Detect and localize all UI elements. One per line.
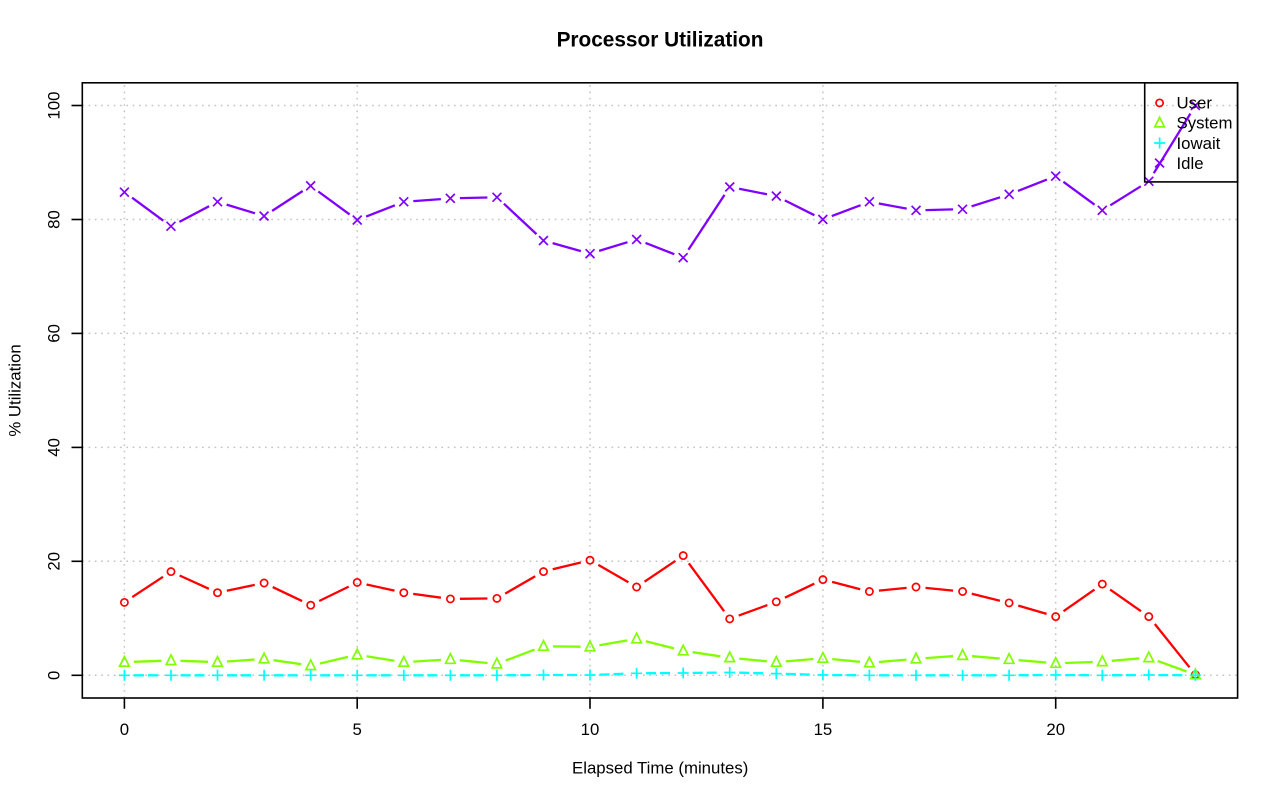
svg-text:% Utilization: % Utilization — [6, 344, 25, 436]
svg-text:5: 5 — [353, 720, 362, 739]
svg-text:0: 0 — [120, 720, 129, 739]
svg-text:0: 0 — [45, 671, 64, 680]
svg-text:15: 15 — [814, 720, 833, 739]
svg-text:20: 20 — [1046, 720, 1065, 739]
svg-text:User: User — [1177, 94, 1213, 113]
svg-text:20: 20 — [45, 552, 64, 571]
svg-text:10: 10 — [581, 720, 600, 739]
svg-text:40: 40 — [45, 438, 64, 457]
svg-text:80: 80 — [45, 210, 64, 229]
svg-text:Iowait: Iowait — [1177, 134, 1221, 153]
svg-text:Processor Utilization: Processor Utilization — [557, 29, 764, 52]
svg-text:System: System — [1177, 114, 1233, 133]
svg-text:Elapsed Time (minutes): Elapsed Time (minutes) — [572, 759, 748, 778]
svg-text:60: 60 — [45, 324, 64, 343]
svg-text:100: 100 — [45, 92, 64, 120]
svg-text:Idle: Idle — [1177, 154, 1204, 173]
